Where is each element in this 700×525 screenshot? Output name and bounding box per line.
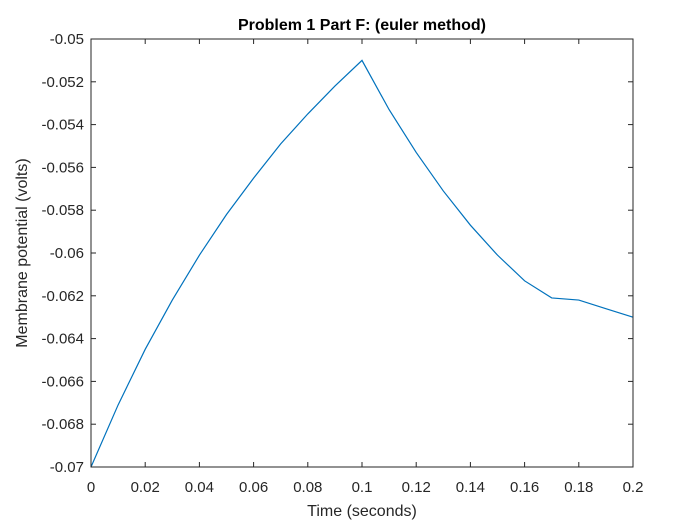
x-tick-label: 0.08	[293, 479, 322, 496]
x-tick-label: 0.12	[402, 479, 431, 496]
x-axis: 0 0.02 0.04 0.06 0.08 0.1 0.12 0.14 0.16 0.18 0.2	[87, 39, 644, 496]
y-tick-label: -0.058	[41, 202, 84, 219]
y-tick-label: -0.05	[50, 31, 84, 48]
y-tick-label: -0.06	[50, 245, 84, 262]
plot-area	[91, 39, 633, 467]
y-tick-label: -0.062	[41, 288, 84, 305]
y-axis: -0.05 -0.052 -0.054 -0.056 -0.058 -0.06 -0.062…	[41, 31, 633, 476]
x-tick-label: 0.04	[185, 479, 214, 496]
y-tick-label: -0.056	[41, 159, 84, 176]
y-tick-label: -0.068	[41, 416, 84, 433]
x-tick-label: 0.2	[623, 479, 644, 496]
x-tick-label: 0.1	[352, 479, 373, 496]
plot-box	[90, 38, 634, 468]
y-tick-label: -0.066	[41, 373, 84, 390]
y-tick-label: -0.054	[41, 117, 84, 134]
x-tick-label: 0.16	[510, 479, 539, 496]
x-tick-label: 0	[87, 479, 95, 496]
x-tick-label: 0.18	[564, 479, 593, 496]
x-tick-label: 0.02	[131, 479, 160, 496]
y-axis-label: Membrane potential (volts)	[14, 158, 31, 347]
x-tick-label: 0.14	[456, 479, 485, 496]
series-line	[90, 59, 634, 468]
x-tick-label: 0.06	[239, 479, 268, 496]
y-tick-label: -0.064	[41, 331, 84, 348]
x-axis-label: Time (seconds)	[307, 503, 417, 520]
chart-title: Problem 1 Part F: (euler method)	[238, 17, 486, 34]
y-tick-label: -0.052	[41, 74, 84, 91]
y-tick-label: -0.07	[50, 459, 84, 476]
